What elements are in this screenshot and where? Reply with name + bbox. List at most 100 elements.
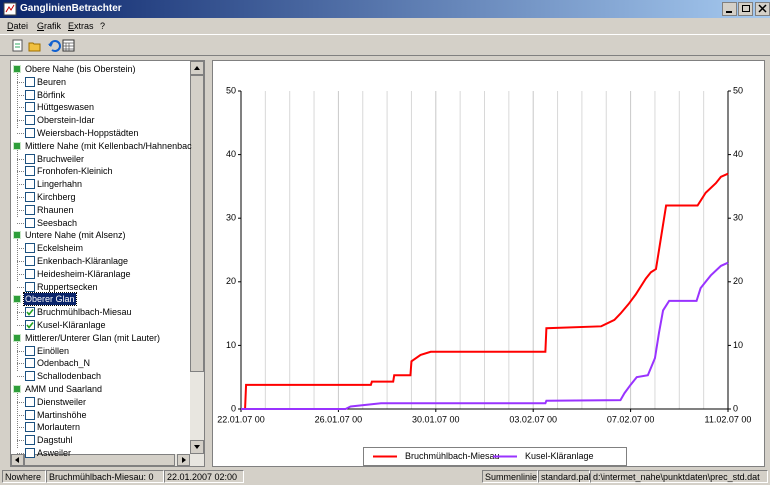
status-field: d:\intermet_nahe\punktdaten\prec_std.dat — [590, 470, 768, 483]
tree-line — [17, 453, 24, 454]
tree-item[interactable]: Weiersbach-Hoppstädten — [11, 127, 190, 139]
tree-group[interactable]: Mittlerer/Unterer Glan (mit Lauter) — [11, 332, 190, 344]
checkbox[interactable] — [25, 76, 35, 87]
tree-group[interactable]: Oberer Glan — [11, 292, 190, 307]
tree-item[interactable]: Eckelsheim — [11, 242, 190, 254]
checkbox[interactable] — [25, 371, 35, 382]
checkbox[interactable] — [25, 448, 35, 458]
window-buttons[interactable] — [722, 2, 770, 16]
tree-item[interactable]: Enkenbach-Kläranlage — [11, 255, 190, 267]
checkbox[interactable] — [25, 409, 35, 420]
checkbox[interactable] — [25, 153, 35, 164]
y2-tick-label: 50 — [733, 85, 743, 95]
item-label: Lingerhahn — [37, 179, 83, 190]
tree-item[interactable]: Bruchmühlbach-Miesau — [11, 306, 190, 318]
item-label: Dagstuhl — [37, 435, 73, 446]
series-line — [241, 172, 729, 410]
tree-item[interactable]: Rhaunen — [11, 204, 190, 216]
tree-line — [17, 94, 24, 96]
item-label: Schallodenbach — [37, 371, 102, 382]
tree-item[interactable]: Heidesheim-Kläranlage — [11, 268, 190, 280]
checkbox[interactable] — [25, 89, 35, 100]
tree-item[interactable]: Börfink — [11, 89, 190, 101]
x-tick-label: 30.01.07 00 — [412, 414, 460, 424]
tree-item[interactable]: Seesbach — [11, 217, 190, 229]
tree-item[interactable]: Kirchberg — [11, 191, 190, 203]
menu-item[interactable]: Grafik — [37, 21, 62, 31]
checkbox[interactable] — [25, 320, 35, 330]
checkbox[interactable] — [25, 435, 35, 446]
checkbox[interactable] — [25, 268, 35, 279]
tree-line — [17, 312, 24, 314]
y-tick-label: 30 — [226, 213, 236, 223]
y-tick-label: 40 — [226, 149, 236, 159]
tree-item[interactable]: Dienstweiler — [11, 396, 190, 408]
tree-line — [17, 350, 24, 352]
vertical-scrollbar[interactable] — [190, 61, 204, 454]
window-title: GanglinienBetrachter — [20, 3, 122, 14]
checkbox[interactable] — [25, 204, 35, 215]
y2-tick-label: 30 — [733, 213, 743, 223]
tree-item[interactable]: Kusel-Kläranlage — [11, 319, 190, 331]
tree-item[interactable]: Martinshöhe — [11, 409, 190, 421]
tree-line — [17, 376, 24, 378]
tree-line — [17, 107, 24, 109]
checkbox[interactable] — [25, 192, 35, 202]
tree-item[interactable]: Bruchweiler — [11, 153, 190, 165]
x-tick-label: 11.02.07 00 — [705, 414, 752, 424]
checkbox[interactable] — [25, 179, 35, 190]
tree-item[interactable]: Ruppertsecken — [11, 281, 190, 293]
checkbox[interactable] — [25, 115, 35, 126]
menu-item[interactable]: Datei — [7, 21, 29, 31]
menu-item[interactable]: ? — [100, 21, 106, 31]
tree-item[interactable]: Schallodenbach — [11, 370, 190, 382]
tree-item[interactable]: Einöllen — [11, 345, 190, 357]
item-label: Martinshöhe — [37, 409, 87, 420]
x-tick-label: 22.01.07 00 — [217, 414, 265, 424]
tree-line — [17, 341, 18, 371]
tree-group[interactable]: Mittlere Nahe (mit Kellenbach/Hahnenbac — [11, 140, 192, 152]
tree-item[interactable]: Fronhofen-Kleinich — [11, 165, 190, 177]
checkbox[interactable] — [25, 281, 35, 292]
checkbox[interactable] — [25, 396, 35, 407]
tree-group[interactable]: AMM und Saarland — [11, 383, 190, 395]
series-line — [241, 261, 729, 410]
chart-panel: 0 10 20 30 40 50 0 10 20 30 40 50 22.01.07 00 26.01.0… — [212, 60, 765, 467]
checkbox[interactable] — [25, 345, 35, 356]
tree-item[interactable]: Beuren — [11, 76, 190, 88]
tree-group[interactable]: Untere Nahe (mit Alsenz) — [11, 229, 190, 241]
checkbox[interactable] — [25, 166, 35, 177]
tree-item[interactable]: Lingerhahn — [11, 178, 190, 190]
tree-line — [17, 261, 24, 262]
checkbox[interactable] — [25, 256, 35, 266]
tree-line — [17, 81, 24, 83]
tree-line — [17, 401, 24, 403]
check-mark-path — [26, 322, 34, 329]
checkbox[interactable] — [25, 422, 35, 433]
checkbox[interactable] — [25, 243, 35, 254]
horizontal-scrollbar[interactable] — [11, 454, 204, 466]
tree-line — [17, 273, 24, 275]
status-field: Bruchmühlbach-Miesau: 0 — [46, 470, 164, 483]
checkbox[interactable] — [25, 217, 35, 228]
tree-item[interactable]: Asweiler — [11, 447, 190, 459]
tree-line — [17, 197, 24, 198]
title-bar: GanglinienBetrachter — [0, 0, 770, 18]
tree-line — [17, 248, 24, 250]
checkbox[interactable] — [25, 307, 35, 318]
tree-item[interactable]: Morlautern — [11, 421, 190, 433]
toolbar — [0, 34, 770, 56]
item-label: Kirchberg — [37, 192, 76, 202]
toolbar-icons[interactable] — [10, 38, 80, 54]
tree-item[interactable]: Hüttgeswasen — [11, 101, 190, 113]
checkbox[interactable] — [25, 102, 35, 113]
menu-item[interactable]: Extras — [68, 21, 94, 31]
tree-item[interactable]: Oberstein-Idar — [11, 114, 190, 126]
tree-item[interactable]: Odenbach_N — [11, 357, 190, 369]
item-label: Seesbach — [37, 217, 78, 228]
checkbox[interactable] — [25, 358, 35, 369]
tree-line — [17, 133, 24, 134]
tree-item[interactable]: Dagstuhl — [11, 434, 190, 446]
tree-group[interactable]: Obere Nahe (bis Oberstein) — [11, 63, 190, 75]
checkbox[interactable] — [25, 128, 35, 138]
